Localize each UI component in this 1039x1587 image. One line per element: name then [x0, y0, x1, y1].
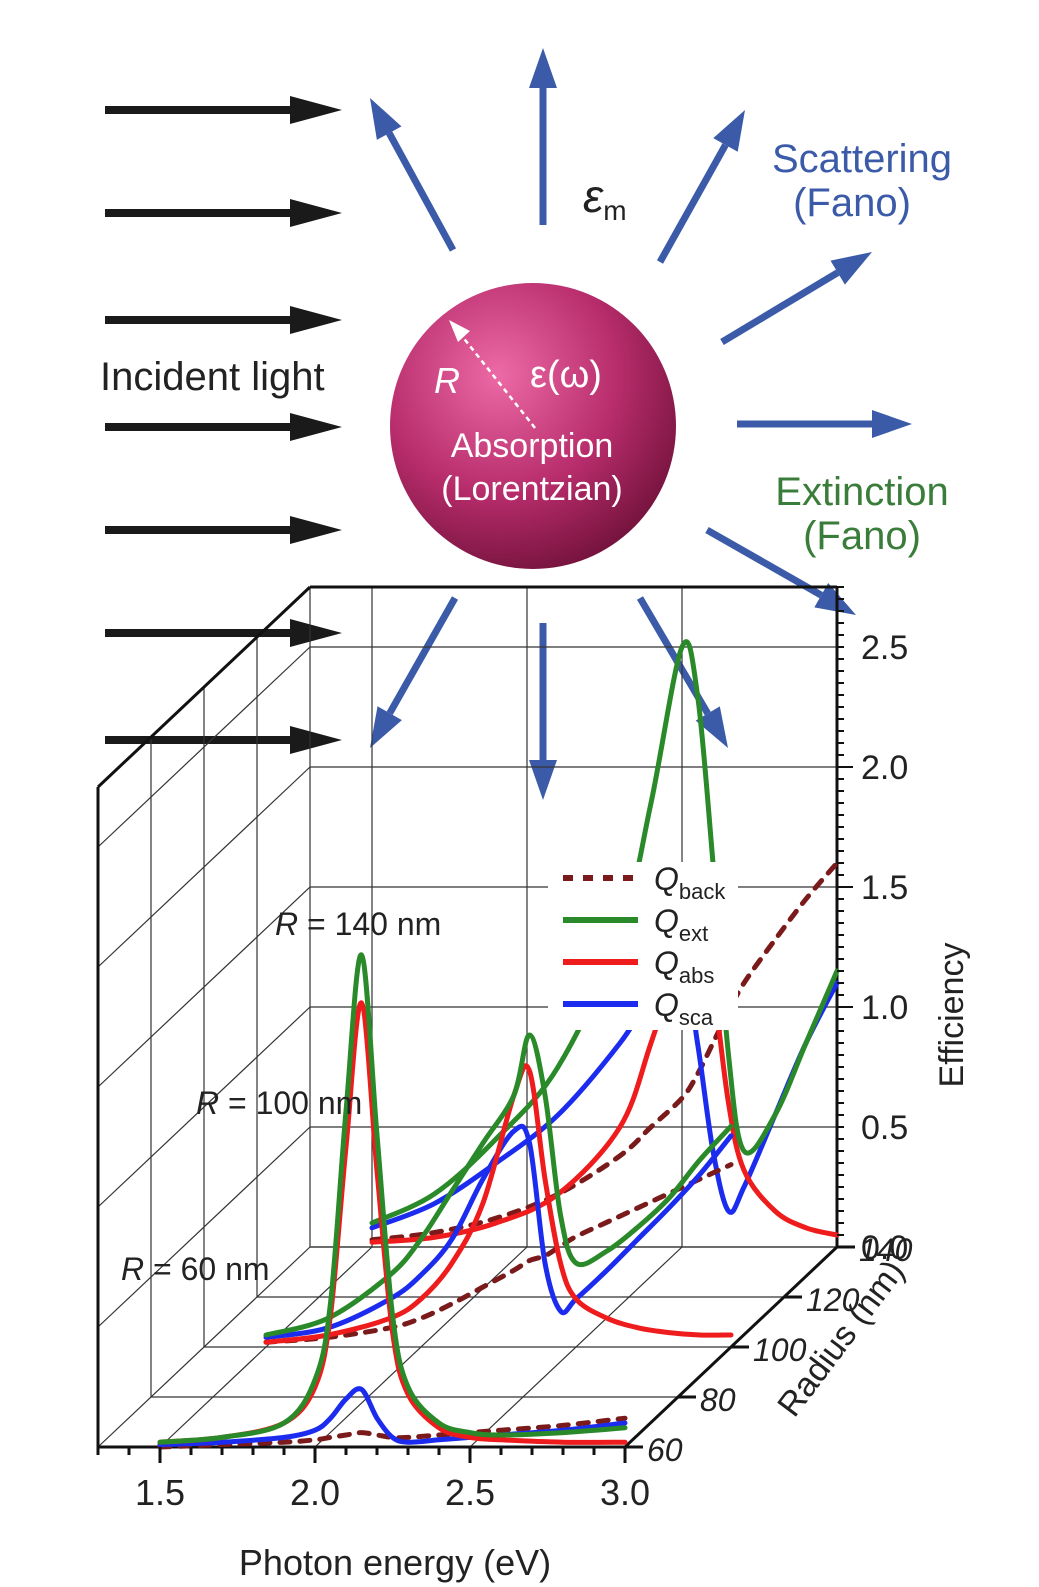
scattered-arrow: [370, 98, 457, 252]
side-wall-grid-line: [97, 1126, 311, 1328]
incident-arrow: [105, 726, 342, 754]
svg-text:R = 140 nm: R = 140 nm: [275, 906, 441, 942]
svg-text:R = 100 nm: R = 100 nm: [196, 1085, 362, 1121]
absorption-label: Absorption: [451, 427, 614, 465]
x-tick-label: 3.0: [600, 1472, 650, 1513]
side-wall-grid-line: [97, 766, 311, 968]
legend-label: Qabs: [654, 945, 714, 988]
y-tick-label: 2.5: [861, 629, 908, 667]
scattered-arrow: [656, 110, 745, 264]
series-line-q-ext: [369, 639, 840, 1226]
legend-item: Qabs: [563, 945, 714, 988]
y-tick-label: 0.5: [861, 1109, 908, 1147]
legend-item: Qback: [563, 861, 726, 904]
chart-series: [157, 639, 840, 1450]
incident-arrow: [105, 413, 342, 441]
series-line-q-ext: [157, 952, 628, 1445]
z-tick-label: 140: [859, 1232, 913, 1268]
y-tick-label: 2.0: [861, 749, 908, 787]
incident-arrow: [105, 306, 342, 334]
series-line-q-ext: [263, 1032, 734, 1338]
medium-subscript: m: [603, 195, 626, 226]
side-wall-grid-line: [97, 886, 311, 1088]
y-tick-label: 0.0: [861, 1229, 908, 1267]
x-axis-title: Photon energy (eV): [239, 1542, 551, 1583]
scattered-arrow: [720, 252, 872, 346]
legend-label: Qback: [654, 861, 726, 904]
side-wall-grid-line: [97, 1246, 311, 1448]
chart-ticks: 1.5 2.0 2.5 3.0 0.0 0.5 1.0 1.5 2.0 2.5 60 80 100 120…: [96, 586, 913, 1513]
incident-arrow: [105, 516, 342, 544]
y-tick-label: 1.0: [861, 989, 908, 1027]
incident-arrow: [105, 619, 342, 647]
scattering-diagram: Incident light εm R ε(ω) Absorption (Lor…: [100, 48, 952, 800]
efficiency-3d-chart: 1.5 2.0 2.5 3.0 0.0 0.5 1.0 1.5 2.0 2.5 60 80 100 120…: [96, 585, 971, 1583]
medium-permittivity-label: εm: [583, 170, 627, 226]
legend-item: Qext: [563, 903, 708, 946]
slice-100nm: [263, 1032, 734, 1345]
scattered-arrow: [737, 410, 912, 438]
scattered-arrow: [529, 48, 557, 225]
y-tick-label: 1.5: [861, 869, 908, 907]
series-line-q-abs: [263, 1063, 734, 1345]
x-tick-label: 2.5: [445, 1472, 495, 1513]
absorption-type-label: (Lorentzian): [441, 470, 622, 508]
z-tick-label: 120: [806, 1282, 860, 1318]
side-wall-grid-line: [97, 646, 311, 848]
z-tick-label: 100: [753, 1332, 807, 1368]
left-top-edge: [96, 585, 312, 789]
series-line-q-back: [263, 1162, 734, 1345]
radius-label: R: [434, 360, 460, 401]
series-line-q-back: [157, 1415, 628, 1450]
radius-arrow: [457, 330, 536, 429]
extinction-label: Extinction: [775, 470, 948, 514]
slice-label-140: R = 140 nm: [275, 906, 441, 942]
side-wall-grid-line: [97, 1006, 311, 1208]
incident-arrows: [105, 96, 342, 754]
scattering-type-label: (Fano): [793, 181, 911, 225]
slice-label-100: R = 100 nm: [196, 1085, 362, 1121]
z-tick-label: 60: [647, 1432, 683, 1468]
incident-arrow: [105, 199, 342, 227]
x-tick-label: 1.5: [135, 1472, 185, 1513]
slice-label-60: R = 60 nm: [121, 1251, 270, 1287]
incident-light-label: Incident light: [100, 355, 325, 399]
extinction-type-label: (Fano): [803, 514, 921, 558]
legend-label: Qext: [654, 903, 708, 946]
scattering-label: Scattering: [772, 137, 952, 181]
y-axis-title: Efficiency: [933, 943, 971, 1088]
svg-text:R = 60 nm: R = 60 nm: [121, 1251, 270, 1287]
legend-label: Qsca: [654, 987, 714, 1030]
series-line-q-back: [369, 860, 840, 1243]
legend-item: Qsca: [563, 987, 714, 1030]
x-tick-label: 2.0: [290, 1472, 340, 1513]
scattered-arrow: [705, 526, 856, 615]
series-line-q-sca: [263, 1123, 734, 1340]
radius-arrowhead: [449, 320, 470, 342]
scattered-arrows: [370, 48, 912, 800]
slice-60nm: [157, 952, 628, 1450]
incident-arrow: [105, 96, 342, 124]
medium-symbol: ε: [583, 170, 604, 222]
scattered-arrow: [370, 596, 459, 748]
z-tick-label: 80: [700, 1382, 736, 1418]
particle-permittivity-label: ε(ω): [530, 354, 602, 396]
scattered-arrow: [529, 623, 557, 800]
scattered-arrow: [636, 596, 728, 748]
